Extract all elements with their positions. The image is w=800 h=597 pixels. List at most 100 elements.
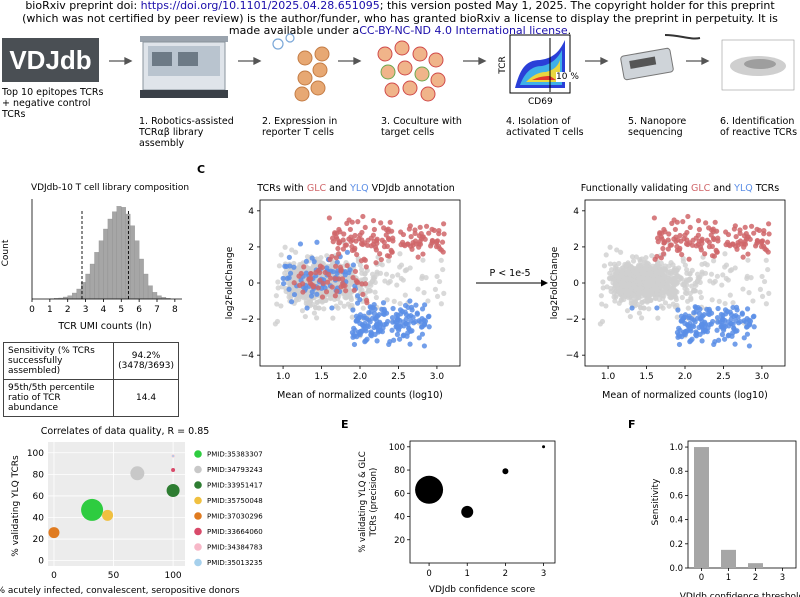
ylq-tcr-point: [681, 329, 687, 336]
background-tcr-point: [657, 284, 664, 290]
background-tcr-point: [282, 244, 288, 250]
glc-tcr-point: [667, 242, 673, 248]
background-tcr-point: [276, 263, 283, 269]
background-tcr-point: [667, 294, 673, 300]
background-tcr-point: [670, 278, 676, 284]
glc-tcr-point: [296, 273, 302, 279]
glc-tcr-point: [346, 236, 352, 242]
stat-label: Sensitivity (% TCRs successfully assembl…: [2, 342, 115, 380]
ylq-tcr-point: [304, 305, 310, 311]
ylq-tcr-point: [735, 314, 741, 320]
glc-tcr-point: [666, 231, 672, 237]
background-tcr-point: [614, 247, 620, 253]
histogram-tick-label: 5: [118, 305, 124, 315]
coculture-icon: [377, 40, 446, 102]
glc-tcr-point: [339, 276, 346, 282]
ma-xtick-label: 2.5: [391, 372, 405, 382]
glc-tcr-point: [684, 229, 690, 236]
glc-tcr-point: [686, 256, 692, 262]
background-tcr-point: [750, 298, 756, 304]
background-tcr-point: [697, 289, 703, 295]
glc-tcr-point: [365, 237, 371, 243]
ylq-tcr-point: [682, 312, 689, 318]
license-link[interactable]: CC-BY-NC-ND 4.0 International license: [359, 24, 568, 37]
doi-link[interactable]: https://doi.org/10.1101/2025.04.28.65109…: [140, 0, 380, 12]
histogram-tick-label: 1: [47, 305, 53, 315]
glc-tcr-point: [696, 226, 703, 233]
background-tcr-point: [302, 313, 308, 320]
histogram-bar: [152, 292, 158, 300]
glc-tcr-point: [343, 288, 349, 294]
e-ytick-label: 100: [389, 443, 405, 453]
background-tcr-point: [686, 277, 692, 283]
legend-label: PMID:34384783: [207, 544, 263, 552]
ma-ytick-label: −2: [241, 315, 254, 325]
background-tcr-point: [385, 258, 392, 264]
glc-tcr-point: [740, 254, 746, 260]
background-tcr-point: [619, 270, 625, 276]
glc-tcr-point: [713, 247, 719, 253]
ylq-tcr-point: [728, 320, 734, 327]
ylq-tcr-point: [405, 304, 411, 311]
correlates-chart: 100 80 60 40 20 00 50 100 % validating YLQ TCRs…: [0, 442, 263, 596]
ma-ytick-label: 4: [573, 207, 579, 217]
e-points: [415, 445, 546, 518]
background-tcr-point: [620, 277, 626, 284]
correlates-ytick-label: 100: [27, 449, 44, 459]
histogram-bars: [49, 206, 171, 300]
background-tcr-point: [293, 249, 299, 255]
histogram-bar: [85, 273, 91, 300]
f-bar: [748, 563, 763, 568]
glc-tcr-point: [359, 281, 365, 287]
ma-ytick-label: 0: [248, 279, 254, 289]
glc-tcr-point: [725, 231, 732, 238]
background-tcr-point: [631, 293, 637, 299]
step-1: 1. Robotics-assisted TCRαβ library assem…: [139, 116, 234, 149]
background-tcr-point: [440, 266, 446, 273]
ylq-tcr-point: [395, 312, 401, 318]
background-tcr-point: [688, 295, 694, 301]
histogram-chart: 0 1 2 3 4 5 6 7 8 Count TCR UMI counts (ln): [1, 199, 182, 332]
background-tcr-point: [685, 305, 691, 311]
legend-swatch: [194, 543, 202, 551]
ylq-tcr-point: [407, 341, 413, 347]
sensitivity-chart: 1.0 0.8 0.6 0.4 0.2 0.0 0 1 2 3 Sensitivity VDJdb…: [651, 440, 800, 597]
f-ytick-label: 0.4: [669, 516, 683, 526]
background-tcr-point: [635, 278, 642, 284]
ylq-tcr-point: [344, 249, 351, 255]
background-tcr-point: [720, 272, 726, 278]
ylq-tcr-point: [334, 259, 340, 265]
background-tcr-point: [423, 275, 429, 281]
ylq-tcr-point: [426, 324, 432, 330]
background-tcr-point: [627, 313, 633, 320]
legend-swatch: [194, 527, 202, 536]
glc-tcr-point: [360, 241, 366, 248]
glc-tcr-point: [710, 235, 717, 241]
ylq-tcr-point: [314, 291, 320, 297]
background-tcr-point: [662, 300, 669, 306]
glc-tcr-point: [360, 291, 366, 297]
background-tcr-point: [436, 278, 443, 285]
histogram-title: VDJdb-10 T cell library composition: [30, 183, 190, 193]
glc-tcr-point: [370, 232, 376, 238]
ylq-tcr-point: [350, 307, 356, 313]
correlates-point: [130, 466, 145, 481]
ylq-tcr-point: [354, 300, 361, 306]
ma-ytick-label: −4: [566, 351, 580, 361]
glc-tcr-point: [359, 229, 365, 236]
background-tcr-point: [394, 282, 400, 288]
ylq-tcr-point: [329, 305, 335, 311]
ma-xtick-label: 2.0: [678, 372, 693, 382]
ylq-tcr-point: [721, 325, 727, 331]
glc-tcr-point: [742, 224, 748, 230]
glc-tcr-point: [674, 243, 680, 250]
facs-xlabel: CD69: [528, 97, 553, 107]
legend-label: PMID:35750048: [207, 497, 263, 505]
vdjdb-logo: VDJdb: [2, 38, 99, 82]
glc-tcr-point: [389, 228, 395, 234]
facs-plot-icon: [509, 34, 571, 94]
ylq-tcr-point: [314, 239, 320, 245]
ylq-tcr-point: [715, 319, 721, 325]
ylq-tcr-point: [693, 305, 699, 311]
glc-tcr-point: [703, 220, 709, 226]
